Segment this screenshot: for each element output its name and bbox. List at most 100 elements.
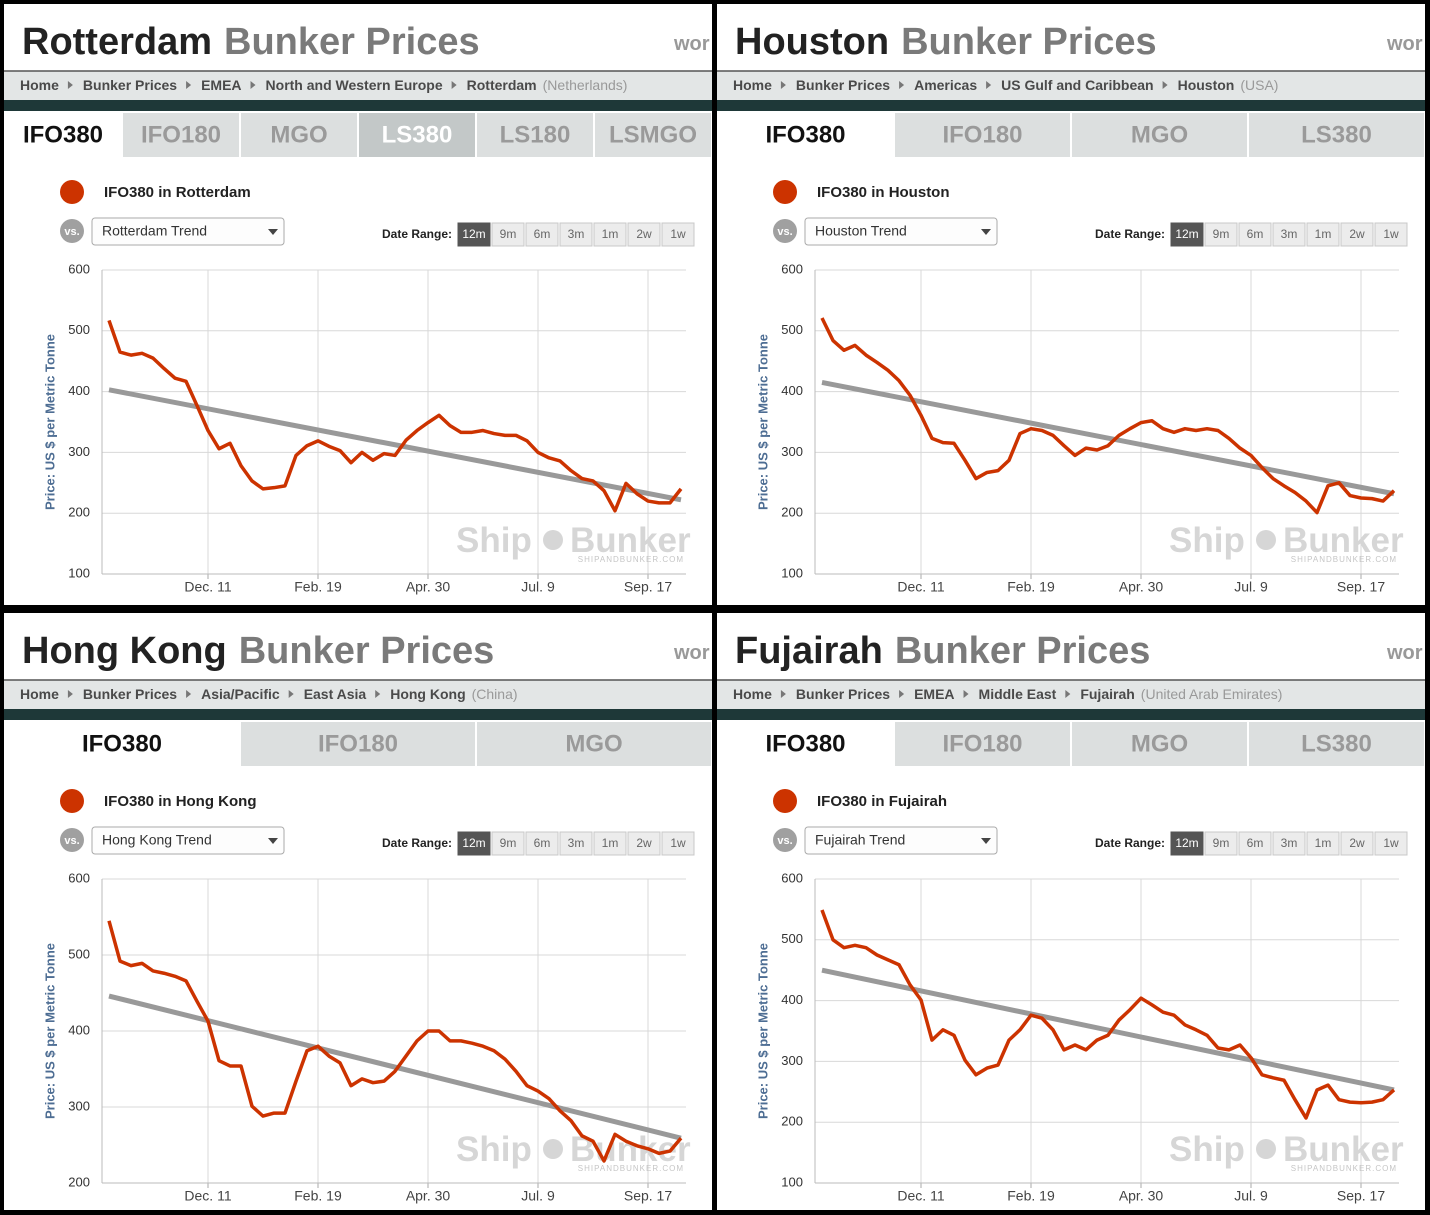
range-button-label[interactable]: 1m bbox=[602, 836, 619, 850]
breadcrumb-link[interactable]: Home bbox=[20, 77, 59, 93]
tab-label[interactable]: IFO380 bbox=[765, 121, 845, 148]
tab-label[interactable]: MGO bbox=[1131, 121, 1188, 148]
range-button[interactable] bbox=[1340, 222, 1374, 247]
range-button-label[interactable]: 2w bbox=[636, 836, 652, 850]
range-button-label[interactable]: 9m bbox=[500, 227, 517, 241]
range-button[interactable] bbox=[525, 831, 559, 856]
range-button-label[interactable]: 2w bbox=[1349, 227, 1365, 241]
range-button-label[interactable]: 9m bbox=[1213, 227, 1230, 241]
tab-label[interactable]: IFO380 bbox=[23, 121, 103, 148]
tab[interactable] bbox=[1247, 720, 1425, 768]
trend-dropdown-label[interactable]: Hong Kong Trend bbox=[102, 832, 212, 848]
range-button[interactable] bbox=[1306, 831, 1340, 856]
range-button[interactable] bbox=[627, 222, 661, 247]
breadcrumb-link[interactable]: Americas bbox=[914, 77, 977, 93]
range-button[interactable] bbox=[627, 831, 661, 856]
trend-dropdown[interactable] bbox=[91, 217, 285, 246]
tab-label[interactable]: LSMGO bbox=[609, 121, 697, 148]
range-button-label[interactable]: 12m bbox=[1175, 227, 1198, 241]
range-button-label[interactable]: 6m bbox=[1247, 227, 1264, 241]
breadcrumb-link[interactable]: Bunker Prices bbox=[83, 77, 177, 93]
tab[interactable] bbox=[475, 111, 595, 159]
tab[interactable] bbox=[593, 111, 712, 159]
tab-label[interactable]: LS180 bbox=[500, 121, 571, 148]
breadcrumb-link[interactable]: EMEA bbox=[914, 686, 954, 702]
tab-label[interactable]: IFO180 bbox=[318, 730, 398, 757]
tab[interactable] bbox=[1247, 111, 1425, 159]
breadcrumb-link[interactable]: Home bbox=[20, 686, 59, 702]
tab-label[interactable]: LS380 bbox=[382, 121, 453, 148]
range-button-label[interactable]: 3m bbox=[1281, 836, 1298, 850]
tab-label[interactable]: LS380 bbox=[1301, 121, 1372, 148]
breadcrumb-link[interactable]: North and Western Europe bbox=[266, 77, 443, 93]
range-button[interactable] bbox=[1340, 831, 1374, 856]
trend-dropdown-label[interactable]: Rotterdam Trend bbox=[102, 223, 207, 239]
tab[interactable] bbox=[4, 720, 241, 768]
trend-dropdown[interactable] bbox=[804, 826, 998, 855]
tab-label[interactable]: MGO bbox=[1131, 730, 1188, 757]
range-button-label[interactable]: 6m bbox=[534, 836, 551, 850]
tab-label[interactable]: LS380 bbox=[1301, 730, 1372, 757]
range-button[interactable] bbox=[1272, 222, 1306, 247]
range-button-label[interactable]: 6m bbox=[1247, 836, 1264, 850]
tab[interactable] bbox=[1070, 720, 1249, 768]
range-button[interactable] bbox=[661, 831, 695, 856]
range-button[interactable] bbox=[661, 222, 695, 247]
range-button-label[interactable]: 1w bbox=[1383, 836, 1399, 850]
tab-label[interactable]: MGO bbox=[270, 121, 327, 148]
range-button[interactable] bbox=[457, 222, 491, 247]
breadcrumb-link[interactable]: Hong Kong bbox=[390, 686, 465, 702]
range-button-label[interactable]: 9m bbox=[1213, 836, 1230, 850]
breadcrumb-link[interactable]: US Gulf and Caribbean bbox=[1001, 77, 1153, 93]
range-button-label[interactable]: 3m bbox=[1281, 227, 1298, 241]
trend-dropdown-label[interactable]: Fujairah Trend bbox=[815, 832, 905, 848]
range-button[interactable] bbox=[1306, 222, 1340, 247]
breadcrumb-link[interactable]: EMEA bbox=[201, 77, 241, 93]
range-button-label[interactable]: 1m bbox=[602, 227, 619, 241]
range-button-label[interactable]: 12m bbox=[462, 227, 485, 241]
tab-label[interactable]: IFO180 bbox=[942, 730, 1022, 757]
range-button[interactable] bbox=[1204, 222, 1238, 247]
breadcrumb-link[interactable]: Bunker Prices bbox=[83, 686, 177, 702]
range-button[interactable] bbox=[1238, 831, 1272, 856]
breadcrumb-link[interactable]: Asia/Pacific bbox=[201, 686, 280, 702]
range-button-label[interactable]: 1m bbox=[1315, 227, 1332, 241]
tab[interactable] bbox=[893, 720, 1072, 768]
tab-label[interactable]: MGO bbox=[565, 730, 622, 757]
trend-dropdown[interactable] bbox=[91, 826, 285, 855]
range-button[interactable] bbox=[593, 831, 627, 856]
breadcrumb-link[interactable]: Middle East bbox=[979, 686, 1057, 702]
range-button[interactable] bbox=[1272, 831, 1306, 856]
tab[interactable] bbox=[4, 111, 123, 159]
trend-dropdown[interactable] bbox=[804, 217, 998, 246]
breadcrumb-link[interactable]: Home bbox=[733, 686, 772, 702]
tab[interactable] bbox=[717, 720, 895, 768]
tab[interactable] bbox=[893, 111, 1072, 159]
range-button-label[interactable]: 2w bbox=[1349, 836, 1365, 850]
range-button-label[interactable]: 1w bbox=[1383, 227, 1399, 241]
breadcrumb-link[interactable]: Rotterdam bbox=[467, 77, 537, 93]
range-button-label[interactable]: 1w bbox=[670, 836, 686, 850]
breadcrumb-link[interactable]: East Asia bbox=[304, 686, 367, 702]
range-button[interactable] bbox=[525, 222, 559, 247]
range-button[interactable] bbox=[559, 222, 593, 247]
range-button[interactable] bbox=[1204, 831, 1238, 856]
tab-label[interactable]: IFO380 bbox=[765, 730, 845, 757]
tab[interactable] bbox=[475, 720, 712, 768]
breadcrumb-link[interactable]: Fujairah bbox=[1080, 686, 1134, 702]
range-button[interactable] bbox=[1170, 222, 1204, 247]
tab-label[interactable]: IFO180 bbox=[942, 121, 1022, 148]
range-button[interactable] bbox=[1238, 222, 1272, 247]
trend-dropdown-label[interactable]: Houston Trend bbox=[815, 223, 907, 239]
range-button-label[interactable]: 2w bbox=[636, 227, 652, 241]
breadcrumb-link[interactable]: Bunker Prices bbox=[796, 686, 890, 702]
range-button-label[interactable]: 3m bbox=[568, 227, 585, 241]
range-button[interactable] bbox=[1374, 831, 1408, 856]
breadcrumb-link[interactable]: Bunker Prices bbox=[796, 77, 890, 93]
range-button-label[interactable]: 1m bbox=[1315, 836, 1332, 850]
range-button[interactable] bbox=[491, 222, 525, 247]
range-button[interactable] bbox=[1374, 222, 1408, 247]
range-button[interactable] bbox=[491, 831, 525, 856]
tab-label[interactable]: IFO380 bbox=[82, 730, 162, 757]
range-button[interactable] bbox=[457, 831, 491, 856]
